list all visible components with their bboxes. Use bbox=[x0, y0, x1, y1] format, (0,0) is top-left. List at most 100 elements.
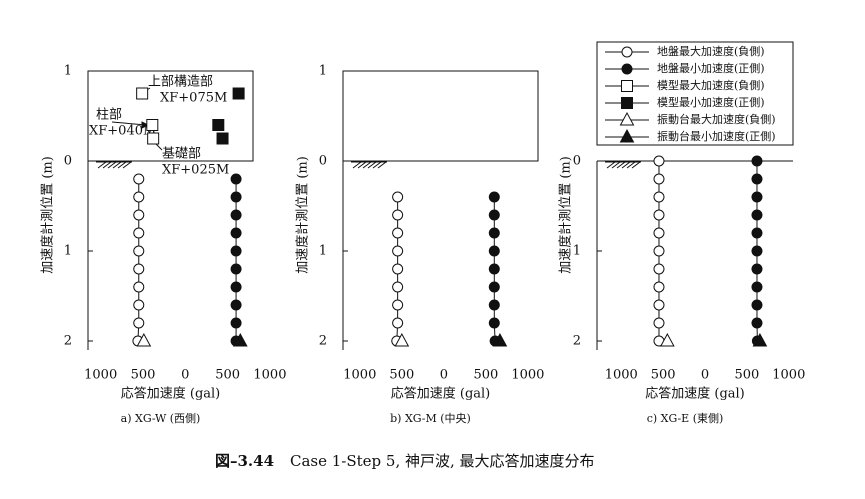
marker-circle bbox=[133, 281, 145, 293]
marker-circle bbox=[751, 227, 763, 239]
marker-circle bbox=[488, 245, 500, 257]
ground-hatch bbox=[107, 161, 117, 169]
legend-marker bbox=[621, 97, 633, 109]
arrow bbox=[111, 121, 147, 126]
marker-circle bbox=[230, 191, 242, 203]
subtitle: b) XG-M (中央) bbox=[390, 412, 471, 425]
marker-circle bbox=[653, 173, 665, 185]
annotation: XF+075M bbox=[160, 91, 227, 106]
x-tick-label: 500 bbox=[735, 368, 760, 383]
marker-square bbox=[232, 87, 245, 100]
marker-circle bbox=[230, 209, 242, 221]
marker-circle bbox=[392, 245, 404, 257]
y-tick-label: 0 bbox=[64, 154, 72, 169]
caption-text: Case 1-Step 5, 神戸波, 最大応答加速度分布 bbox=[290, 452, 595, 470]
ground-hatch bbox=[611, 161, 621, 169]
x-tick-label: 500 bbox=[131, 368, 156, 383]
y-tick-label: 0 bbox=[319, 154, 327, 169]
marker-circle bbox=[133, 317, 145, 329]
marker-circle bbox=[653, 317, 665, 329]
marker-circle bbox=[653, 209, 665, 221]
marker-circle bbox=[488, 281, 500, 293]
marker-circle bbox=[133, 227, 145, 239]
y-tick-label: 1 bbox=[64, 244, 72, 259]
marker-square bbox=[216, 132, 229, 145]
y-tick-label: 2 bbox=[64, 334, 72, 349]
upper-frame bbox=[342, 70, 539, 162]
ground-hatch bbox=[377, 161, 387, 169]
marker-circle bbox=[133, 299, 145, 311]
x-tick-label: 1000 bbox=[253, 368, 286, 383]
marker-circle bbox=[653, 227, 665, 239]
x-tick-label: 0 bbox=[440, 368, 448, 383]
legend-label: 地盤最小加速度(正側) bbox=[657, 61, 765, 75]
y-axis-label: 加速度計測位置 (m) bbox=[40, 156, 56, 274]
subtitle: c) XG-E (東側) bbox=[647, 412, 724, 425]
ground-hatch bbox=[626, 161, 636, 169]
annotation: 柱部 bbox=[96, 108, 122, 123]
ground-hatch bbox=[122, 161, 132, 169]
marker-triangle bbox=[394, 332, 410, 347]
marker-square bbox=[147, 132, 160, 145]
marker-circle bbox=[133, 245, 145, 257]
subtitle: a) XG-W (西側) bbox=[121, 412, 201, 425]
marker-circle bbox=[133, 209, 145, 221]
legend-marker bbox=[619, 128, 635, 143]
arrow-head bbox=[141, 121, 150, 129]
x-tick-label: 0 bbox=[701, 368, 709, 383]
marker-circle bbox=[653, 299, 665, 311]
x-axis-label: 応答加速度 (gal) bbox=[645, 386, 745, 402]
marker-circle bbox=[230, 245, 242, 257]
x-tick-label: 500 bbox=[651, 368, 676, 383]
annotation: 上部構造部 bbox=[148, 75, 213, 90]
legend-label: 振動台最大加速度(負側) bbox=[657, 112, 776, 126]
x-tick-label: 1000 bbox=[343, 368, 376, 383]
x-tick-label: 1000 bbox=[605, 368, 638, 383]
marker-circle bbox=[230, 227, 242, 239]
ground-hatch bbox=[616, 161, 626, 169]
marker-circle bbox=[751, 155, 763, 167]
x-tick-label: 500 bbox=[389, 368, 414, 383]
y-tick-label: 1 bbox=[319, 64, 327, 79]
legend-label: 地盤最大加速度(負側) bbox=[657, 44, 765, 58]
marker-circle bbox=[751, 299, 763, 311]
ground-hatch bbox=[112, 161, 122, 169]
legend-marker bbox=[619, 111, 635, 126]
x-tick-label: 1000 bbox=[511, 368, 544, 383]
x-tick-label: 500 bbox=[215, 368, 240, 383]
marker-circle bbox=[653, 281, 665, 293]
annotation: 基礎部 bbox=[162, 147, 201, 162]
x-tick-label: 500 bbox=[473, 368, 498, 383]
annotation: XF+040M bbox=[89, 124, 156, 139]
marker-circle bbox=[133, 263, 145, 275]
marker-circle bbox=[653, 263, 665, 275]
y-tick-label: 2 bbox=[319, 334, 327, 349]
y-tick-label: 2 bbox=[573, 334, 581, 349]
marker-circle bbox=[488, 299, 500, 311]
marker-circle bbox=[392, 317, 404, 329]
marker-triangle bbox=[492, 332, 508, 347]
marker-circle bbox=[751, 281, 763, 293]
marker-circle bbox=[230, 317, 242, 329]
marker-circle bbox=[392, 263, 404, 275]
marker-circle bbox=[392, 281, 404, 293]
marker-circle bbox=[653, 155, 665, 167]
marker-circle bbox=[230, 173, 242, 185]
marker-triangle bbox=[232, 332, 248, 347]
marker-circle bbox=[133, 173, 145, 185]
y-tick-label: 1 bbox=[573, 244, 581, 259]
marker-circle bbox=[230, 281, 242, 293]
marker-circle bbox=[488, 191, 500, 203]
marker-circle bbox=[751, 245, 763, 257]
marker-circle bbox=[392, 227, 404, 239]
marker-circle bbox=[653, 245, 665, 257]
marker-circle bbox=[392, 209, 404, 221]
ground-hatch bbox=[357, 161, 367, 169]
ground-hatch bbox=[117, 161, 127, 169]
caption-number: 図–3.44 bbox=[215, 452, 274, 470]
ground-hatch bbox=[352, 161, 362, 169]
marker-circle bbox=[751, 263, 763, 275]
y-axis-label: 加速度計測位置 (m) bbox=[558, 156, 574, 274]
annotation: XF+025M bbox=[162, 163, 229, 178]
